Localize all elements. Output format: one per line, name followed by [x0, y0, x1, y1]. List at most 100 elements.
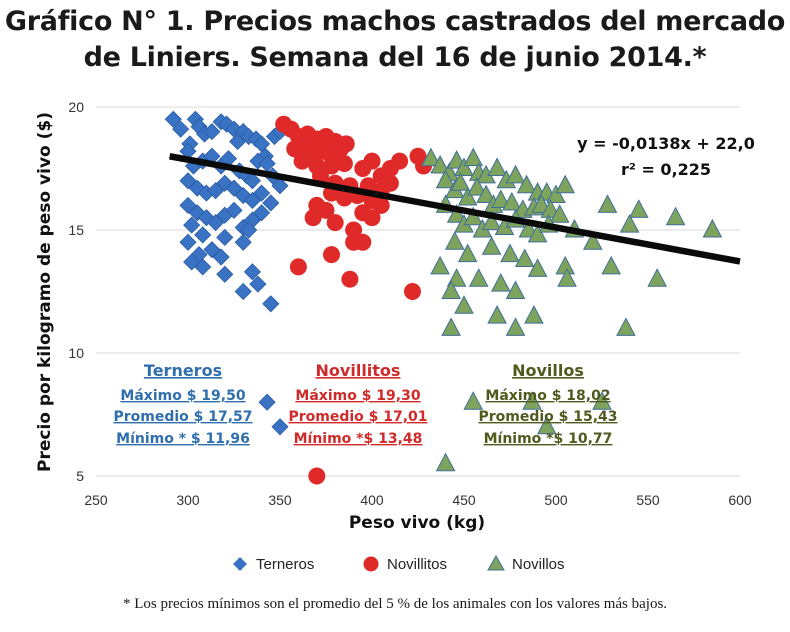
terneros-point-61: [194, 258, 212, 276]
summary-boxes: Terneros Máximo $ 19,50 Promedio $ 17,57 Mí…: [113, 361, 617, 447]
terneros-point-52: [194, 226, 212, 244]
novillos-point-69: [505, 317, 526, 336]
trendline-equation: y = -0,0138x + 22,0: [577, 134, 755, 153]
novillos-point-9: [487, 157, 507, 176]
terneros-point-2: [172, 120, 190, 138]
terneros-point-53: [216, 228, 234, 246]
novillos-point-62: [557, 268, 577, 287]
novillos-point-54: [527, 258, 548, 277]
novillitos-point-49: [403, 283, 421, 300]
terneros-point-37: [225, 179, 243, 197]
legend-item-novillitos: Novillitos: [363, 556, 447, 573]
novillos-point-75: [435, 452, 456, 472]
novillitos-summary-min: Mínimo *$ 13,48: [294, 431, 423, 447]
novillitos-point-46: [323, 246, 341, 264]
novillos-point-21: [467, 177, 487, 196]
terneros-summary-min: Mínimo * $ 11,96: [116, 431, 250, 447]
terneros-point-59: [234, 233, 252, 251]
terneros-point-55: [179, 233, 197, 251]
y-tick-label-15: 15: [68, 222, 84, 238]
novillos-point-15: [546, 184, 566, 204]
novillos-point-61: [505, 280, 526, 299]
scatter-chart: 5 10 15 20 250 300 350 400 450 500 550 600 Terneros…: [35, 99, 755, 573]
novillos-point-68: [441, 317, 461, 336]
terneros-point-27: [243, 172, 261, 190]
novillos-summary-box: Novillos Máximo $ 18,02 Promedio $ 15,43 Mí…: [478, 361, 617, 447]
terneros-point-45: [207, 214, 225, 232]
chart-title: Gráfico N° 1. Precios machos castrados d…: [0, 4, 790, 76]
novillitos-point-18: [335, 155, 353, 173]
legend-marker-novillos: [487, 554, 505, 571]
novillitos-point-43: [345, 221, 363, 239]
terneros-point-67: [258, 393, 276, 411]
chart-title-line-2: de Liniers. Semana del 16 de junio 2014.…: [83, 42, 707, 73]
terneros-point-32: [179, 172, 197, 190]
novillos-point-44: [628, 199, 649, 218]
novillos-point-47: [582, 231, 603, 250]
novillitos-point-33: [335, 189, 353, 207]
novillos-point-1: [421, 147, 441, 167]
novillos-point-40: [527, 223, 548, 243]
novillos-point-57: [430, 255, 450, 275]
novillos-summary-max: Máximo $ 18,02: [485, 388, 610, 404]
novillitos-summary-box: Novillitos Máximo $ 19,30 Promedio $ 17,01…: [288, 361, 427, 447]
novillos-point-50: [457, 243, 478, 263]
terneros-point-54: [240, 221, 258, 239]
novillitos-summary-max: Máximo $ 19,30: [295, 388, 420, 404]
y-tick-label-20: 20: [68, 99, 84, 115]
legend-marker-terneros: [233, 557, 247, 571]
axis-ticks: 5 10 15 20 250 300 350 400 450 500 550 600: [68, 99, 751, 508]
trendline: [169, 153, 741, 265]
novillos-point-56: [601, 255, 622, 275]
novillos-point-36: [481, 211, 502, 231]
novillos-point-52: [500, 243, 520, 263]
novillitos-point-50: [308, 467, 326, 485]
novillitos-point-48: [341, 270, 359, 288]
terneros-point-58: [212, 248, 230, 266]
novillos-point-70: [616, 317, 636, 336]
novillos-summary-min: Mínimo *$ 10,77: [484, 431, 613, 447]
novillitos-point-47: [289, 258, 307, 276]
terneros-summary-max: Máximo $ 19,50: [120, 388, 245, 404]
terneros-summary-box: Terneros Máximo $ 19,50 Promedio $ 17,57 Mí…: [113, 361, 252, 447]
novillos-point-72: [522, 391, 542, 410]
terneros-summary-title: Terneros: [144, 361, 222, 380]
terneros-point-40: [253, 184, 271, 202]
terneros-point-41: [262, 194, 280, 212]
legend: Terneros Novillitos Novillos: [233, 554, 565, 573]
x-tick-label-300: 300: [176, 492, 200, 508]
x-tick-label-600: 600: [728, 492, 752, 508]
novillos-point-53: [514, 248, 535, 268]
legend-marker-novillitos: [363, 556, 379, 572]
x-tick-label-350: 350: [268, 492, 292, 508]
novillitos-point-14: [332, 140, 350, 158]
novillitos-point-41: [304, 209, 322, 227]
novillos-point-2: [430, 154, 450, 174]
novillos-point-25: [502, 191, 522, 211]
novillitos-point-42: [326, 214, 344, 232]
novillitos-point-23: [391, 152, 409, 170]
novillitos-point-17: [323, 157, 341, 175]
novillos-point-74: [536, 415, 557, 435]
terneros-point-51: [183, 216, 201, 234]
terneros-point-47: [225, 201, 243, 219]
footnote: * Los precios mínimos son el promedio de…: [122, 596, 668, 612]
novillitos-point-36: [372, 196, 390, 214]
novillos-point-12: [516, 174, 537, 194]
terneros-point-57: [203, 241, 221, 259]
terneros-point-42: [179, 196, 197, 214]
terneros-point-64: [234, 282, 252, 301]
novillos-point-17: [435, 169, 456, 189]
novillos-point-67: [524, 305, 544, 324]
legend-item-novillos: Novillos: [487, 554, 565, 573]
terneros-point-50: [253, 204, 271, 222]
terneros-point-68: [271, 418, 289, 436]
novillos-point-30: [549, 204, 570, 223]
novillos-point-58: [446, 268, 467, 287]
novillos-point-66: [487, 305, 507, 324]
novillos-point-60: [490, 273, 511, 292]
terneros-point-63: [243, 263, 261, 281]
y-tick-label-5: 5: [76, 468, 84, 484]
novillos-point-20: [457, 186, 478, 206]
novillitos-summary-avg: Promedio $ 17,01: [288, 409, 427, 425]
